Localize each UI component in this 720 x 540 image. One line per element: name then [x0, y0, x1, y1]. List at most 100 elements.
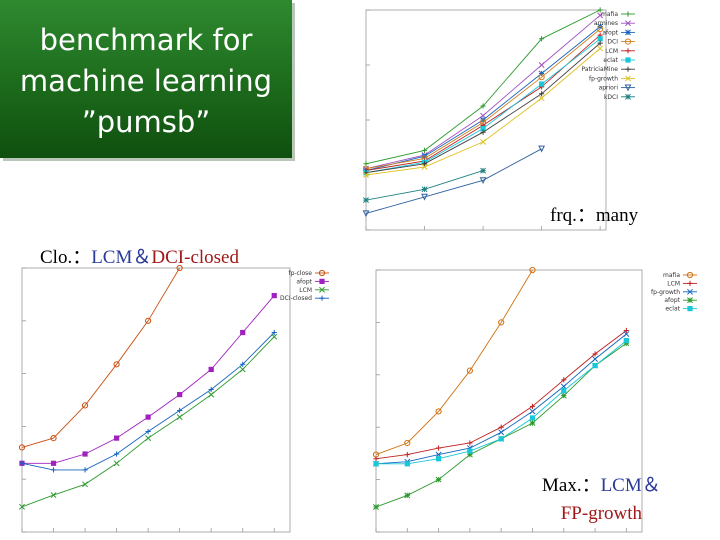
frequent-series-mafia-point: [539, 36, 545, 42]
closed-series-lcm-line: [21, 336, 275, 508]
frequent-legend-fp-growth-label: fp-growth: [589, 75, 618, 82]
frequent-series-mafia-line: [365, 9, 601, 165]
maximal-legend-mafia-marker: [686, 271, 694, 279]
frequent-series-kdci-point: [363, 197, 369, 204]
maximal-series-mafia-point: [466, 367, 473, 374]
frequent-legend-apriori-marker: [624, 84, 632, 92]
maximal-series-eclat-point: [435, 456, 442, 462]
closed-series-fp-close-line: [21, 267, 180, 448]
closed-series-dci-closed-line: [21, 332, 275, 471]
frequent-legend-armines-label: armines: [594, 20, 618, 27]
maximal-series-eclat-point: [561, 387, 567, 394]
frequent-series-afopt-point: [538, 70, 545, 77]
maximal-series-lcm-point: [435, 445, 442, 451]
closed-series-fp-close-point: [145, 317, 152, 324]
frequent-legend-mafia-marker: [625, 11, 631, 17]
frequent-series-patriciamine-point: [597, 40, 603, 46]
closed-axes-frame: [21, 267, 291, 533]
maximal-series-fp-growth-point: [498, 429, 505, 436]
frequent-series-kdci-point: [421, 186, 428, 193]
maximal-series-lcm-point: [592, 351, 598, 357]
caption-maximal: Max.：LCM＆ FP-growth: [542, 472, 661, 528]
closed-legend-afopt-label: afopt: [296, 278, 312, 285]
maximal-legend-eclat-marker: [687, 306, 693, 312]
title-box: benchmark for machine learning ”pumsb”: [0, 0, 292, 158]
title-lines: benchmark for machine learning ”pumsb”: [0, 20, 292, 143]
maximal-series-mafia-point: [498, 319, 505, 326]
maximal-series-afopt-point: [466, 451, 473, 458]
closed-series-afopt-point: [271, 293, 277, 299]
closed-chart-panel: fp-close afopt LCM DCI-closed: [0, 262, 340, 540]
closed-series-dci-closed-point: [271, 329, 277, 336]
maximal-series-lcm-point: [529, 403, 536, 409]
frequent-legend-lcm-label: LCM: [605, 48, 618, 55]
maximal-series-fp-growth-point: [529, 408, 536, 415]
closed-series-lcm-point: [145, 435, 152, 442]
frequent-legend-dci-marker: [624, 38, 632, 45]
frequent-legend-fp-growth-marker: [625, 75, 631, 82]
closed-series-dci-closed-point: [145, 428, 151, 435]
maximal-series-lcm-point: [467, 440, 473, 446]
title-line-1: benchmark for: [39, 23, 253, 57]
frequent-legend-armines-marker: [625, 20, 631, 27]
closed-series-lcm-point: [19, 503, 25, 510]
frequent-series-apriori-line: [365, 148, 542, 214]
frequent-series-mafia-point: [597, 7, 603, 13]
frequent-series-dci-point: [538, 74, 545, 81]
closed-legend-lcm-marker: [319, 286, 325, 293]
frequent-series-lcm-line: [365, 34, 601, 172]
frequent-series-fp-growth-point: [538, 95, 545, 102]
frequent-legend-dci-label: DCI: [607, 39, 618, 46]
maximal-series-fp-growth-line: [375, 333, 627, 465]
caption-maximal-label: Max.：: [542, 475, 601, 496]
maximal-series-fp-growth-point: [592, 356, 599, 362]
closed-series-lcm-point: [271, 333, 278, 340]
frequent-legend-eclat-label: eclat: [603, 57, 618, 64]
closed-series-afopt-point: [208, 366, 214, 373]
caption-frequent-value: many: [595, 205, 639, 226]
title-line-3: ”pumsb”: [81, 105, 211, 139]
caption-maximal-algo2: FP-growth: [560, 503, 643, 524]
frequent-series-patriciamine-point: [480, 129, 486, 135]
closed-legend-fp-close-label: fp-close: [288, 270, 312, 277]
frequent-series-mafia-point: [480, 103, 486, 109]
maximal-series-mafia-point: [435, 408, 442, 415]
frequent-series-afopt-line: [365, 26, 601, 172]
frequent-chart: mafia armines afopt DCI LCM eclat PatriciaMine…: [362, 7, 635, 231]
maximal-legend-lcm-marker: [687, 280, 693, 286]
frequent-series-apriori-point: [362, 210, 370, 218]
maximal-series-afopt-point: [560, 392, 567, 399]
maximal-legend-eclat-label: eclat: [665, 306, 680, 313]
maximal-legend-lcm-label: LCM: [667, 280, 680, 287]
closed-series-dci-closed-point: [82, 467, 88, 473]
closed-series-lcm-point: [50, 492, 57, 499]
maximal-legend-afopt-marker: [687, 297, 693, 304]
frequent-series-armines-line: [365, 14, 601, 170]
frequent-legend-mafia-label: mafia: [601, 11, 618, 18]
caption-closed-algo1: LCM＆: [91, 247, 152, 268]
frequent-series-fp-growth-point: [480, 138, 487, 145]
frequent-legend-lcm-marker: [625, 48, 631, 54]
closed-series-afopt-point: [113, 435, 120, 441]
closed-series-dci-closed-point: [208, 386, 214, 393]
frequent-legend-patriciamine-label: PatriciaMine: [582, 66, 619, 73]
maximal-series-mafia-point: [404, 439, 411, 447]
closed-series-fp-close-point: [81, 402, 89, 409]
closed-series-dci-closed-point: [177, 407, 183, 414]
maximal-series-afopt-point: [373, 504, 379, 510]
frequent-legend-afopt-marker: [625, 29, 631, 36]
frequent-series-apriori-point: [479, 177, 487, 185]
closed-series-afopt-point: [145, 414, 151, 420]
closed-legend-afopt-marker: [319, 278, 325, 284]
maximal-legend-fp-growth-label: fp-growth: [651, 289, 680, 296]
caption-closed-label: Clo.：: [40, 247, 92, 268]
closed-series-fp-close-point: [18, 444, 26, 451]
maximal-legend-mafia-label: mafia: [663, 272, 680, 279]
closed-series-afopt-point: [240, 329, 246, 336]
caption-maximal-algo1: LCM＆: [600, 475, 661, 496]
closed-series-fp-close-point: [50, 435, 57, 442]
frequent-series-patriciamine-point: [421, 161, 428, 167]
maximal-series-eclat-point: [623, 337, 629, 344]
closed-series-afopt-point: [177, 392, 183, 398]
maximal-series-lcm-point: [561, 377, 567, 383]
